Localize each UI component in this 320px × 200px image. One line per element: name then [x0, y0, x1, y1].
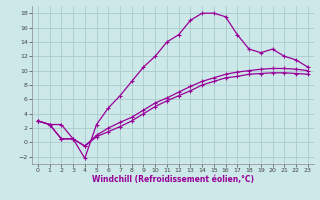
X-axis label: Windchill (Refroidissement éolien,°C): Windchill (Refroidissement éolien,°C) — [92, 175, 254, 184]
